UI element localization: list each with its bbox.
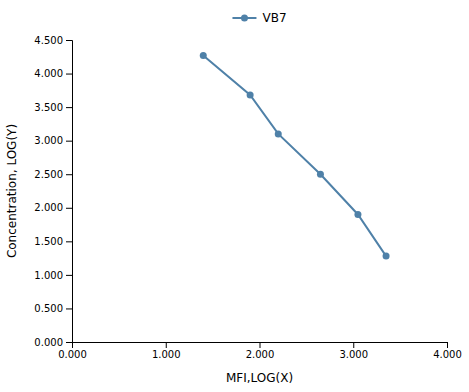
tick-label: 1.000 xyxy=(34,270,63,281)
tick-label: 4.500 xyxy=(34,35,63,46)
y-axis-title: Concentration, LOG(Y) xyxy=(5,124,19,258)
tick-mark xyxy=(66,174,72,175)
marker xyxy=(383,253,390,260)
tick: 0.000 xyxy=(34,337,72,348)
legend: VB7 xyxy=(232,11,286,25)
x-axis-title: MFI,LOG(X) xyxy=(226,371,293,385)
tick: 1.500 xyxy=(34,236,72,247)
tick-label: 2.000 xyxy=(34,202,63,213)
tick: 3.500 xyxy=(34,102,72,113)
legend-label: VB7 xyxy=(262,11,286,25)
y-axis: 0.000 0.500 1.000 1.500 2.000 2.500 3.000 3.500… xyxy=(34,35,72,348)
x-axis: 0.000 1.000 2.000 3.000 4.000 xyxy=(58,342,462,360)
tick: 2.500 xyxy=(34,169,72,180)
axis-line xyxy=(66,41,73,343)
tick-label: 1.500 xyxy=(34,236,63,247)
tick-label: 2.000 xyxy=(246,349,275,360)
tick: 3.000 xyxy=(339,342,368,360)
tick-label: 3.500 xyxy=(34,102,63,113)
tick: 3.000 xyxy=(34,135,72,146)
marker xyxy=(354,211,361,218)
tick-mark xyxy=(66,308,72,309)
tick-mark xyxy=(66,275,72,276)
marker xyxy=(317,171,324,178)
marker xyxy=(200,52,207,59)
marker xyxy=(275,130,282,137)
tick-mark xyxy=(66,342,72,343)
tick-label: 0.000 xyxy=(58,349,87,360)
tick-label: 2.500 xyxy=(34,169,63,180)
tick: 1.000 xyxy=(152,342,181,360)
tick-mark xyxy=(66,208,72,209)
tick-mark xyxy=(66,107,72,108)
tick: 0.500 xyxy=(34,303,72,314)
tick-mark xyxy=(66,74,72,75)
tick-mark xyxy=(260,342,261,348)
marker xyxy=(247,92,254,99)
tick-label: 4.000 xyxy=(433,349,462,360)
tick-label: 1.000 xyxy=(152,349,181,360)
tick: 4.500 xyxy=(34,35,72,46)
tick-label: 3.000 xyxy=(339,349,368,360)
tick-label: 0.500 xyxy=(34,303,63,314)
tick: 4.000 xyxy=(433,342,462,360)
tick-mark xyxy=(66,40,72,41)
tick-label: 3.000 xyxy=(34,135,63,146)
axis-line xyxy=(73,343,448,349)
tick-mark xyxy=(66,241,72,242)
legend-marker xyxy=(241,15,248,22)
marks xyxy=(200,52,390,260)
tick: 1.000 xyxy=(34,270,72,281)
tick: 4.000 xyxy=(34,68,72,79)
legend-item: VB7 xyxy=(232,11,286,25)
tick-label: 4.000 xyxy=(34,68,63,79)
chart: 0.000 1.000 2.000 3.000 4.000 0.000 0.500 1.000… xyxy=(0,0,469,392)
tick-mark xyxy=(447,342,448,348)
plot: 0.000 1.000 2.000 3.000 4.000 0.000 0.500 1.000… xyxy=(34,35,461,360)
tick-label: 0.000 xyxy=(34,337,63,348)
tick-mark xyxy=(353,342,354,348)
line xyxy=(203,55,386,256)
tick: 2.000 xyxy=(246,342,275,360)
tick-mark xyxy=(66,141,72,142)
tick-mark xyxy=(166,342,167,348)
tick: 2.000 xyxy=(34,202,72,213)
